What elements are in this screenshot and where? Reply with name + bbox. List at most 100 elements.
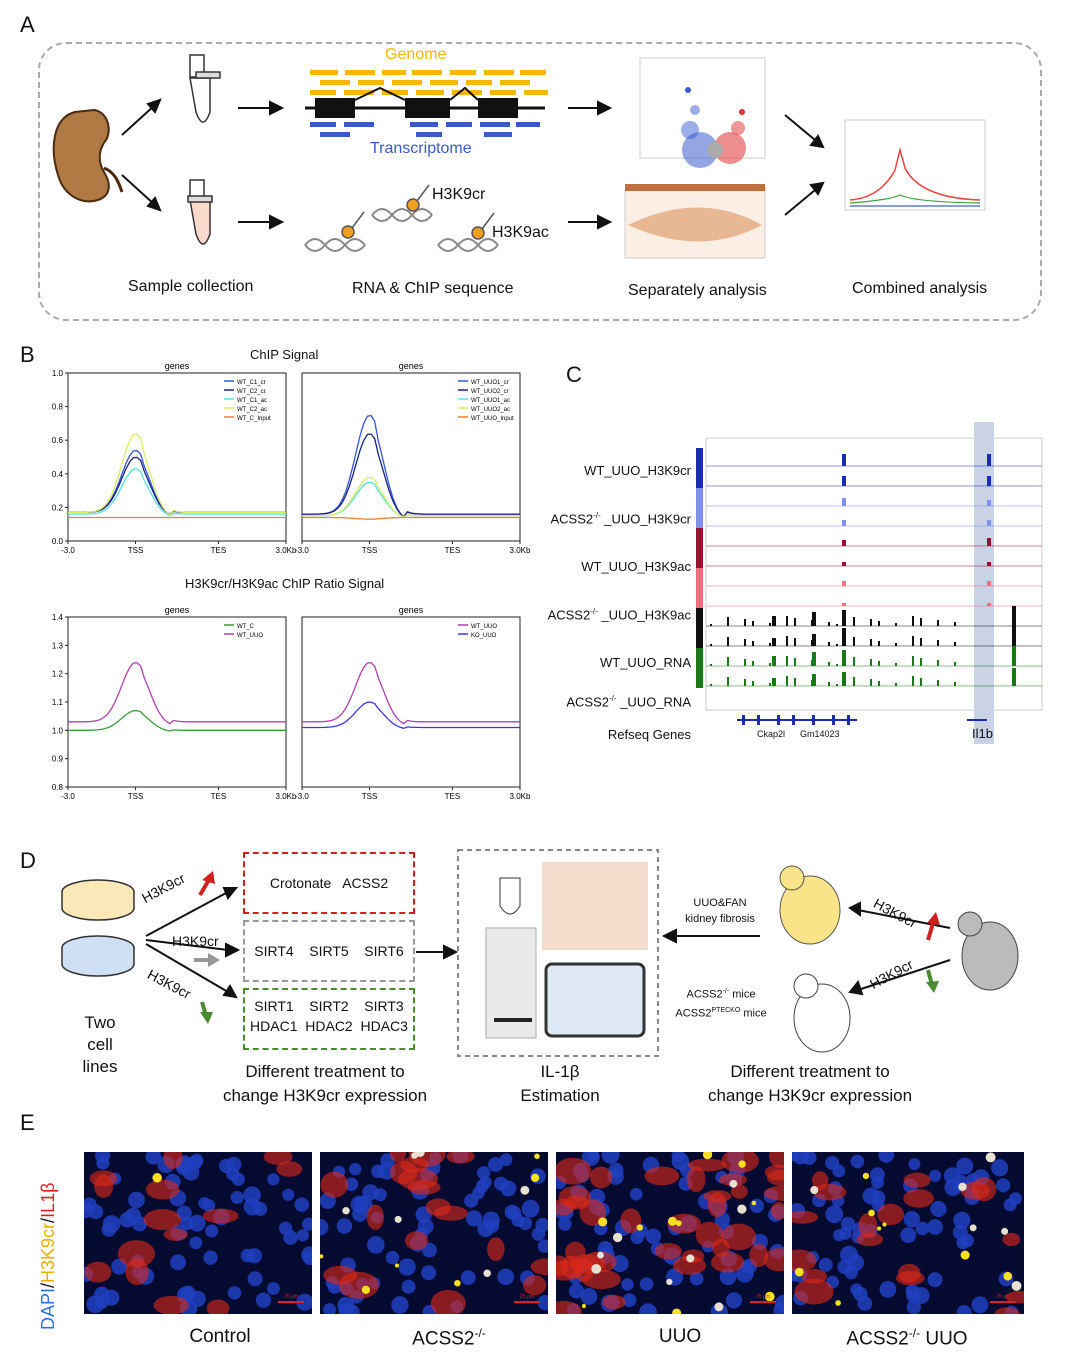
nucleus <box>944 1178 962 1196</box>
caption-acss2-uuo-sup: -/- <box>908 1326 921 1340</box>
h3k9cr-signal <box>738 1160 746 1168</box>
nucleus <box>927 1272 943 1288</box>
mouse-top-label: UUO&FAN kidney fibrosis <box>685 897 755 925</box>
h3k9cr-signal <box>320 1254 324 1259</box>
nucleus <box>952 1224 968 1240</box>
signal-bar <box>912 676 914 686</box>
signal-bar <box>828 682 830 686</box>
signal-peak <box>812 674 816 686</box>
x-tick-label: TSS <box>128 546 144 555</box>
signal-bar <box>954 642 956 646</box>
il1b-signal <box>718 1173 748 1186</box>
il1b-signal <box>556 1157 592 1185</box>
il1b-signal <box>1002 1232 1021 1247</box>
micrograph-uuo: 25 μm <box>556 1152 784 1314</box>
signal-bar <box>870 659 872 666</box>
il1b-signal <box>404 1231 429 1250</box>
il1b-signal <box>558 1186 591 1208</box>
track-color-bar <box>696 508 703 528</box>
x-tick-label: -3.0 <box>61 546 75 555</box>
signal-peak <box>987 538 991 546</box>
signal-bar <box>828 642 830 646</box>
il1b-signal <box>407 1179 441 1195</box>
y-tick-label: 1.3 <box>52 641 64 650</box>
stain-h3k9cr: H3K9cr <box>38 1222 58 1283</box>
transcriptome-label: Transcriptome <box>370 140 472 157</box>
nucleus <box>247 1271 263 1287</box>
y-tick-label: 0.8 <box>52 403 64 412</box>
signal-bar <box>744 659 746 666</box>
signal-bar <box>920 658 922 666</box>
signal-bar <box>912 616 914 626</box>
h3k9cr-signal <box>636 1224 643 1231</box>
signal-bar <box>853 617 855 626</box>
box-decrease: SIRT1 SIRT2 SIRT3 HDAC1 HDAC2 HDAC3 <box>243 988 415 1050</box>
colocalized-signal <box>394 1215 402 1223</box>
nucleus <box>825 1155 840 1170</box>
signal-bar <box>895 643 897 646</box>
genome-browser <box>696 422 1043 744</box>
colocalized-signal <box>411 1152 418 1159</box>
h3k9cr-label: H3K9cr <box>432 186 486 203</box>
track-color-bar <box>696 668 703 688</box>
nucleus <box>915 1221 930 1236</box>
signal-bar <box>744 679 746 686</box>
nucleus <box>231 1172 245 1186</box>
scale-bar-label: 25 μm <box>520 1294 534 1300</box>
scale-bar-label: 25 μm <box>756 1294 770 1300</box>
signal-peak <box>772 678 776 686</box>
subplot-title: genes <box>399 361 424 371</box>
signal-bar <box>786 616 788 626</box>
step-combined-analysis: Combined analysis <box>852 280 988 297</box>
browser-frame <box>705 437 1043 711</box>
h3k9cr-signal <box>530 1173 540 1182</box>
signal-bar <box>853 637 855 646</box>
il1b-signal <box>767 1169 784 1186</box>
volcano-plot-thumbnail <box>639 57 766 168</box>
nucleus <box>336 1218 353 1234</box>
nucleus <box>725 1292 743 1309</box>
il1b-signal <box>556 1300 582 1314</box>
signal-peak <box>842 476 846 486</box>
y-tick-label: 0.6 <box>52 436 64 445</box>
signal-peak <box>987 454 991 466</box>
il1b-signal <box>710 1252 745 1273</box>
exon <box>832 715 835 725</box>
dna-helix-icons <box>304 208 499 252</box>
rna-tube-icon <box>189 54 221 123</box>
chip-signal-title: ChIP Signal <box>250 347 319 362</box>
h3k9cr-signal <box>394 1263 399 1268</box>
il1b-signal <box>811 1171 829 1190</box>
kidney-icon <box>52 108 124 203</box>
nucleus <box>956 1305 972 1314</box>
track-color-bar <box>696 608 703 628</box>
signal-peak <box>987 603 991 606</box>
track-color-bar <box>696 588 703 608</box>
x-tick-label: 3.0Kb <box>276 792 297 801</box>
gene-model <box>305 86 545 118</box>
nucleus <box>956 1157 974 1175</box>
signal-peak <box>987 476 991 486</box>
nucleus <box>878 1152 895 1163</box>
il1b-signal <box>903 1189 934 1208</box>
signal-bar <box>727 657 729 666</box>
exon <box>757 715 760 725</box>
nucleus <box>88 1204 104 1220</box>
caption-uuo: UUO <box>565 1326 795 1348</box>
h3k9cr-signal <box>454 1279 461 1287</box>
nucleus <box>857 1295 873 1311</box>
nucleus <box>398 1258 416 1276</box>
signal-bar <box>794 638 796 646</box>
il1b-signal <box>446 1152 475 1164</box>
nucleus <box>930 1200 947 1217</box>
track-color-bar <box>696 448 703 468</box>
il1b-signal <box>686 1166 706 1193</box>
il1b-signal <box>145 1179 180 1200</box>
il1b-signal <box>206 1299 230 1314</box>
colocalized-signal <box>597 1251 604 1259</box>
signal-bar <box>752 661 754 666</box>
box-increase: Crotonate ACSS2 <box>243 852 415 914</box>
nucleus <box>906 1299 921 1314</box>
signal-bar <box>752 641 754 646</box>
